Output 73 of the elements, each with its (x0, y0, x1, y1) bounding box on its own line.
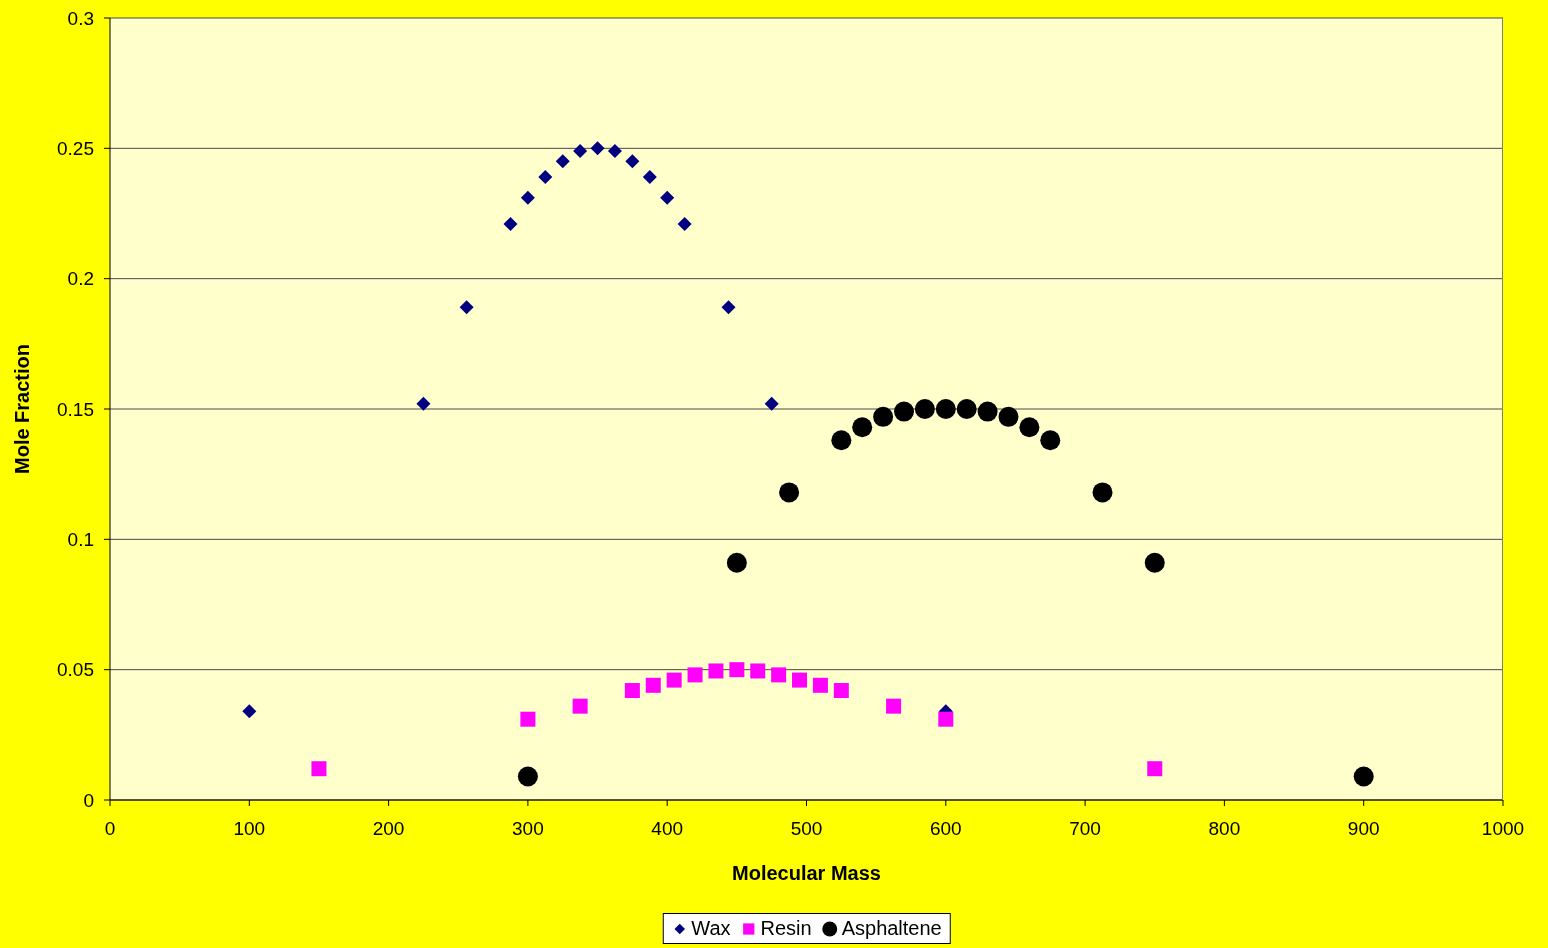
point (624, 683, 640, 699)
y-axis-title: Mole Fraction (11, 343, 33, 475)
point (852, 417, 873, 438)
point (459, 300, 474, 315)
point (607, 143, 622, 158)
legend-label: Wax (691, 917, 731, 940)
point (771, 667, 787, 683)
x-tick-label: 100 (233, 818, 266, 840)
point (938, 711, 954, 727)
point (590, 141, 605, 156)
x-axis-title: Molecular Mass (732, 862, 881, 884)
x-tick-label: 900 (1347, 818, 1380, 840)
y-tick-label: 0.25 (57, 138, 94, 160)
point (416, 396, 431, 411)
point (721, 300, 736, 315)
y-tick-label: 0.15 (57, 398, 94, 420)
legend-label: Resin (760, 917, 812, 940)
x-tick-label: 700 (1069, 818, 1101, 840)
y-tick-label: 0 (83, 789, 94, 811)
point (914, 399, 935, 419)
point (642, 170, 657, 185)
point (311, 761, 327, 777)
point (935, 399, 956, 419)
point (1019, 417, 1040, 438)
point (1144, 552, 1165, 573)
point (726, 552, 747, 573)
legend-label: Asphaltene (841, 917, 942, 940)
y-tick-label: 0.2 (67, 268, 94, 290)
point (1092, 482, 1113, 503)
point (833, 683, 849, 699)
point (645, 677, 661, 693)
point (873, 406, 894, 427)
x-tick-label: 0 (104, 818, 116, 840)
x-tick-label: 300 (512, 818, 544, 840)
point (812, 677, 828, 693)
y-tick-label: 0.05 (57, 659, 94, 681)
x-tick-label: 400 (651, 818, 684, 840)
point (660, 190, 675, 205)
x-tick-label: 800 (1208, 818, 1241, 840)
x-tick-label: 600 (929, 818, 962, 840)
y-tick-label: 0.3 (67, 7, 94, 29)
point (520, 190, 535, 205)
point (750, 663, 766, 679)
point (677, 216, 692, 231)
point (894, 401, 915, 422)
point (831, 430, 852, 451)
point (687, 667, 703, 683)
point (729, 662, 745, 678)
point (779, 482, 800, 503)
point (792, 672, 808, 688)
y-tick-label: 0.1 (67, 529, 94, 551)
point (666, 672, 682, 688)
point (1147, 761, 1163, 777)
x-tick-label: 200 (372, 818, 405, 840)
point (956, 399, 977, 419)
point (998, 406, 1019, 427)
point (708, 663, 724, 679)
point (764, 396, 779, 411)
point (1353, 766, 1374, 787)
x-tick-label: 500 (790, 818, 823, 840)
point (977, 401, 998, 422)
point (1040, 430, 1061, 451)
point (503, 216, 518, 231)
point (625, 154, 640, 169)
point (538, 170, 553, 185)
point (572, 698, 588, 714)
point (517, 766, 538, 787)
point (555, 154, 570, 169)
point (573, 143, 588, 158)
x-tick-label: 1000 (1481, 818, 1525, 840)
point (242, 704, 257, 719)
point (520, 711, 536, 727)
point (886, 698, 902, 714)
